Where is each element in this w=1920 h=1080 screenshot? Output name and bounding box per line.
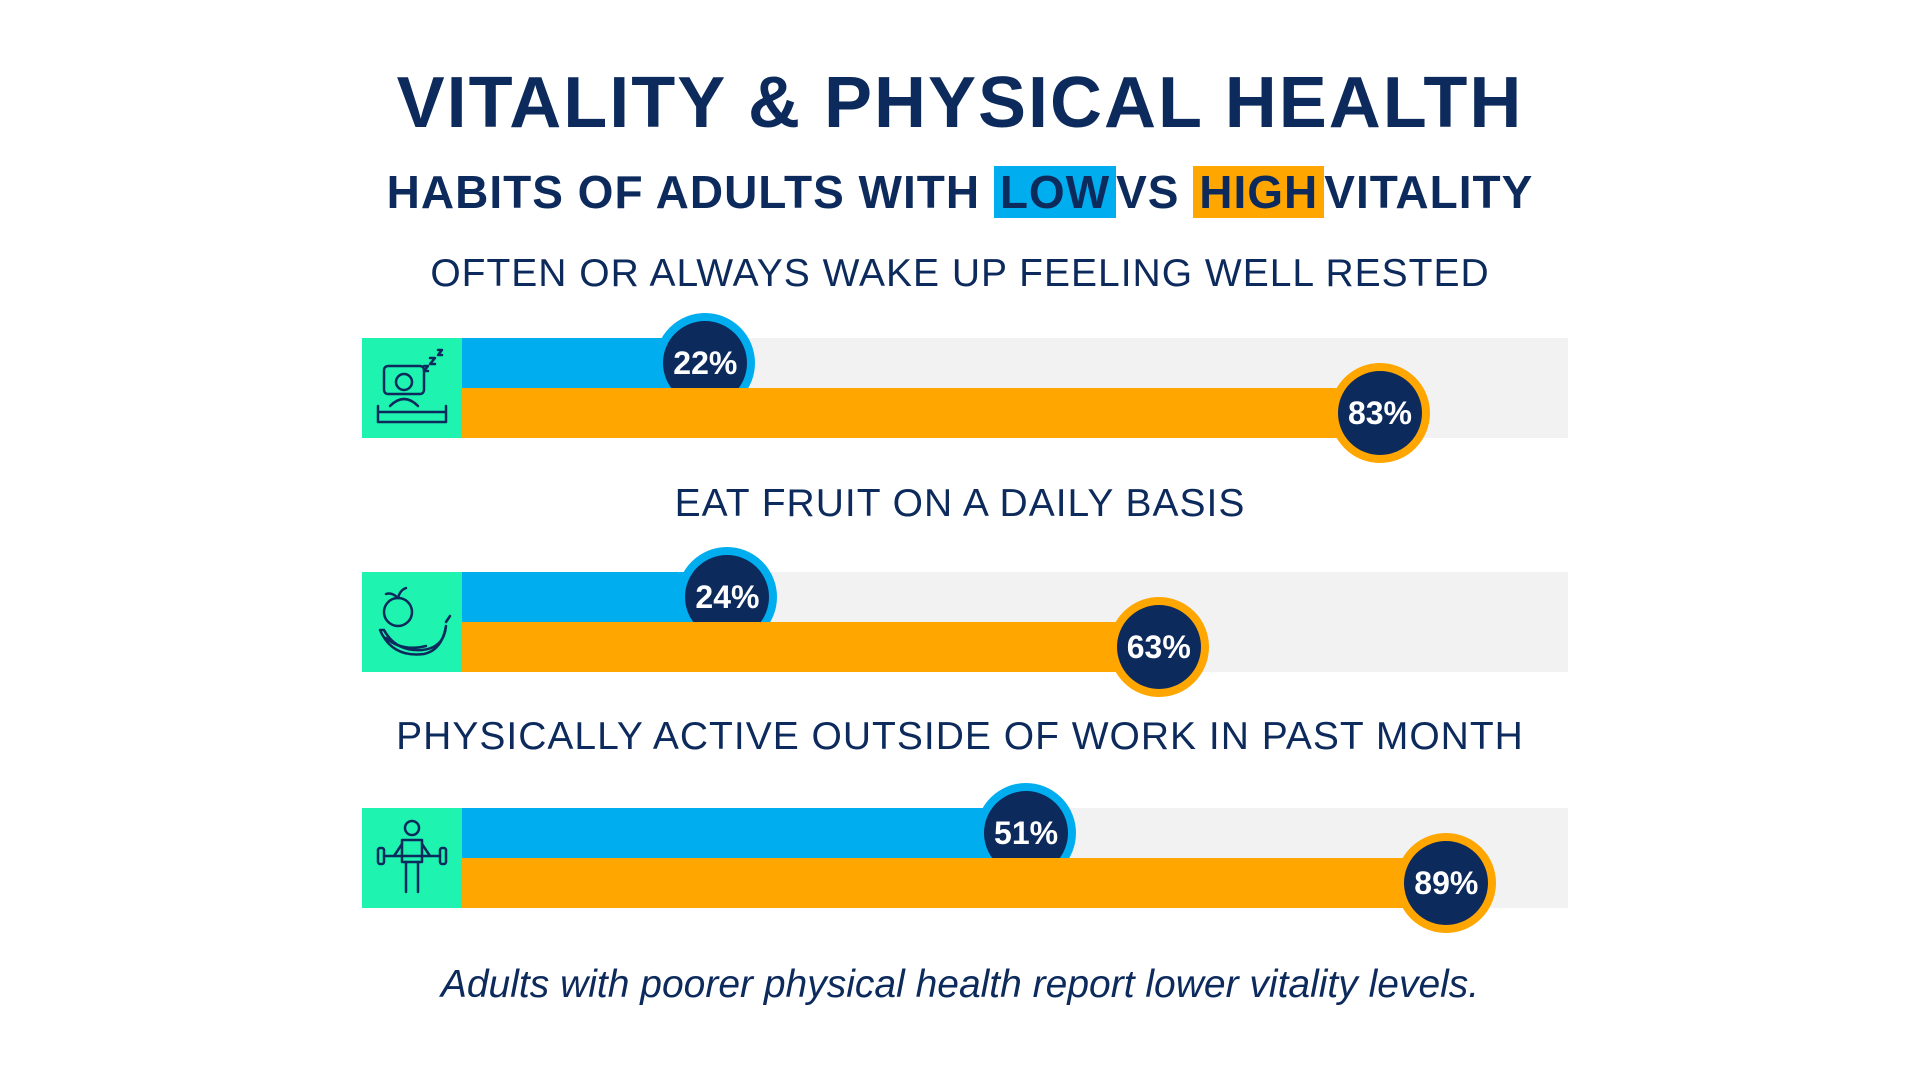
fruit-banana-icon xyxy=(362,572,462,672)
sleeping-person-icon xyxy=(362,338,462,438)
low-highlight: LOW xyxy=(993,166,1117,218)
high-vitality-bar xyxy=(462,388,1380,438)
high-value-label: 89% xyxy=(1396,833,1497,933)
icon-box xyxy=(362,338,462,438)
weightlifting-person-icon xyxy=(362,808,462,908)
high-highlight: HIGH xyxy=(1193,166,1325,218)
high-value-label: 63% xyxy=(1108,597,1209,697)
high-value-label: 83% xyxy=(1329,363,1430,463)
category-label: OFTEN OR ALWAYS WAKE UP FEELING WELL RES… xyxy=(430,252,1490,295)
page-title: VITALITY & PHYSICAL HEALTH xyxy=(396,63,1524,143)
subtitle-middle: VS xyxy=(1116,166,1180,218)
category-label: PHYSICALLY ACTIVE OUTSIDE OF WORK IN PAS… xyxy=(396,715,1524,758)
high-vitality-bar xyxy=(462,622,1159,672)
icon-box xyxy=(362,808,462,908)
subtitle-prefix: HABITS OF ADULTS WITH xyxy=(386,166,981,218)
subtitle-suffix: VITALITY xyxy=(1324,166,1534,218)
page-subtitle: HABITS OF ADULTS WITH LOW VS HIGH VITALITY xyxy=(0,163,1920,221)
high-vitality-bar xyxy=(462,858,1447,908)
low-vitality-bar xyxy=(462,808,1027,858)
footnote: Adults with poorer physical health repor… xyxy=(440,963,1480,1006)
category-label: EAT FRUIT ON A DAILY BASIS xyxy=(674,482,1246,525)
icon-box xyxy=(362,572,462,672)
